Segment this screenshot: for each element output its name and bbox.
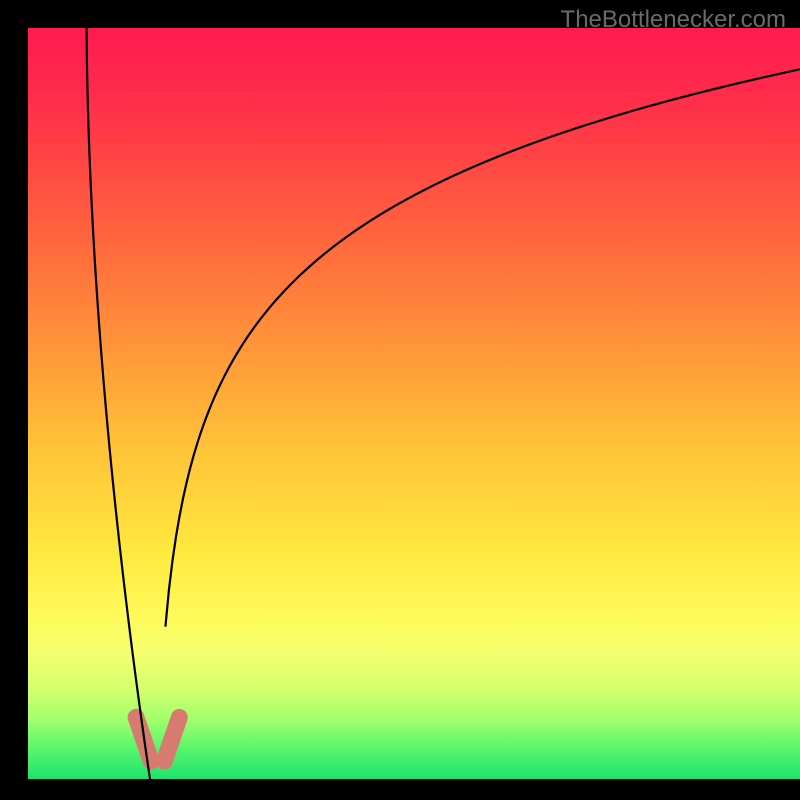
watermark-text: TheBottlenecker.com xyxy=(561,6,786,34)
valley-dot xyxy=(171,709,188,726)
bottleneck-chart xyxy=(0,0,800,800)
chart-container: TheBottlenecker.com xyxy=(0,0,800,800)
plot-background xyxy=(28,28,800,779)
